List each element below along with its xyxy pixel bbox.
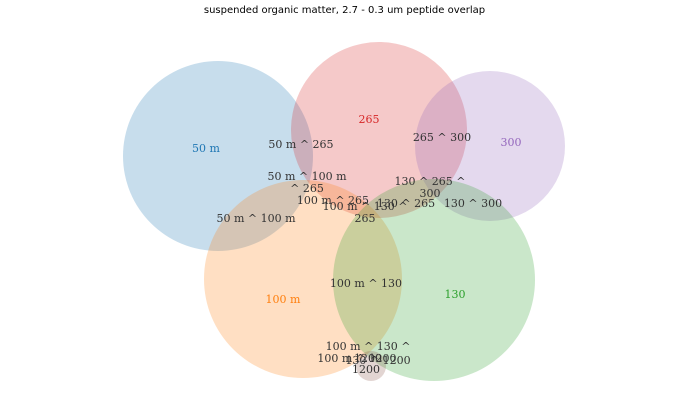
set-circle-100m bbox=[204, 180, 402, 378]
overlap-label-130-1200: 130 ^ 1200 bbox=[345, 354, 410, 367]
overlap-label-130-300: 130 ^ 300 bbox=[444, 197, 502, 210]
chart-title: suspended organic matter, 2.7 - 0.3 um p… bbox=[203, 5, 486, 16]
overlap-label-100m-265: 100 m ^ 265 bbox=[297, 194, 369, 207]
set-label-100m: 100 m bbox=[266, 293, 301, 306]
set-label-130: 130 bbox=[445, 288, 466, 301]
overlap-label-100m-130-1200: 100 m ^ 130 ^ 1200 bbox=[326, 340, 411, 365]
set-circle-50m bbox=[123, 61, 313, 251]
overlap-label-100m-130-265: 100 m ^ 130 ^ 265 bbox=[323, 200, 408, 225]
overlap-label-100m-130: 100 m ^ 130 bbox=[330, 277, 402, 290]
overlap-label-130-265-300: 130 ^ 265 ^ 300 bbox=[395, 175, 466, 200]
overlap-label-1200: 1200 bbox=[352, 363, 380, 376]
overlap-label-50m-100m-265: 50 m ^ 100 m ^ 265 bbox=[267, 170, 347, 195]
set-label-50m: 50 m bbox=[192, 142, 220, 155]
overlap-label-130-265: 130 ^ 265 bbox=[377, 197, 435, 210]
overlap-label-50m-265: 50 m ^ 265 bbox=[268, 138, 333, 151]
set-label-300: 300 bbox=[501, 136, 522, 149]
set-circle-1200 bbox=[356, 351, 386, 381]
set-circle-265 bbox=[291, 42, 467, 218]
overlap-label-50m-100m: 50 m ^ 100 m bbox=[216, 212, 296, 225]
overlap-label-265-300: 265 ^ 300 bbox=[413, 131, 471, 144]
set-circle-300 bbox=[415, 71, 565, 221]
set-label-265: 265 bbox=[359, 113, 380, 126]
set-circle-130 bbox=[333, 179, 535, 381]
overlap-label-100m-1200: 100 m ^ 1200 bbox=[317, 352, 396, 365]
